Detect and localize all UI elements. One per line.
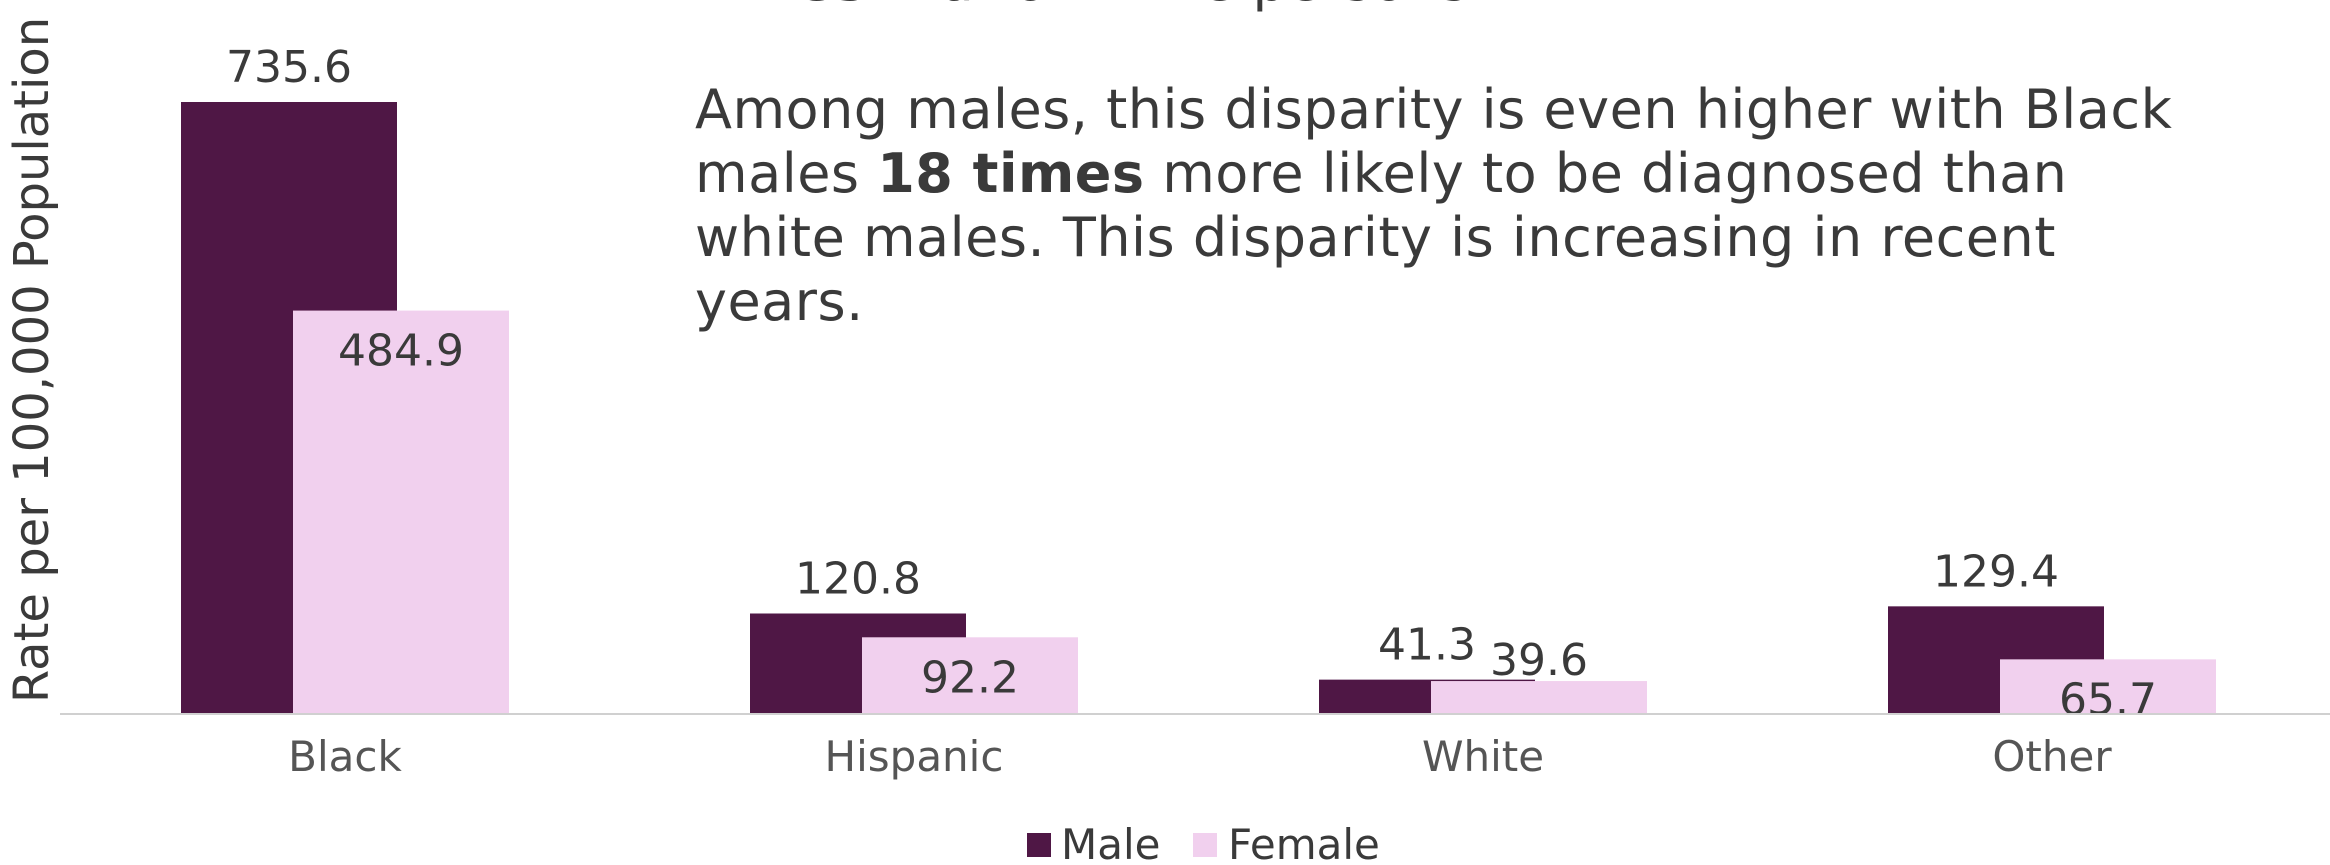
category-label: Black <box>288 732 402 781</box>
bars-group: 735.6 484.9 120.892.2 41.3 39.6 129.4 65.7 <box>181 42 2216 725</box>
category-label: Hispanic <box>825 732 1004 781</box>
value-label-female-white: 39.6 <box>1490 635 1588 686</box>
value-label-male-white: 41.3 <box>1378 620 1476 671</box>
annotation-bold-1: times <box>695 0 867 13</box>
legend-swatch-female <box>1193 833 1217 857</box>
value-label-female-other: 65.7 <box>2059 674 2157 725</box>
annotation-line-1: times that of white persons. <box>695 0 2225 14</box>
category-label: Other <box>1992 732 2112 781</box>
value-label-female-hispanic: 92.2 <box>921 652 1019 703</box>
legend-label-male: Male <box>1061 820 1160 865</box>
bar-female-black <box>293 310 509 714</box>
bar-female-other <box>2000 659 2216 714</box>
legend: Male Female <box>1027 820 1380 865</box>
bar-female-hispanic <box>862 637 1078 714</box>
annotation-paragraph-2: Among males, this disparity is even high… <box>695 78 2225 334</box>
category-label: White <box>1422 732 1544 781</box>
value-label-male-black: 735.6 <box>226 42 352 93</box>
value-label-female-black: 484.9 <box>338 326 464 377</box>
value-label-male-hispanic: 120.8 <box>795 553 921 604</box>
annotation-text-2b: more likely to be diagnosed than white m… <box>695 142 2068 333</box>
legend-label-female: Female <box>1228 820 1380 865</box>
bar-female-white <box>1431 681 1647 714</box>
legend-swatch-male <box>1027 833 1051 857</box>
annotation-bold-2: 18 times <box>877 142 1145 205</box>
value-label-male-other: 129.4 <box>1933 546 2059 597</box>
annotation-text-1: that of white persons. <box>867 0 1487 13</box>
y-axis-label: Rate per 100,000 Population <box>4 17 60 703</box>
annotation-text-2a: Among males, this disparity is even high… <box>695 78 2173 205</box>
annotation-text: times that of white persons. Among males… <box>695 0 2225 334</box>
category-labels: Black Hispanic White Other <box>288 732 2112 781</box>
